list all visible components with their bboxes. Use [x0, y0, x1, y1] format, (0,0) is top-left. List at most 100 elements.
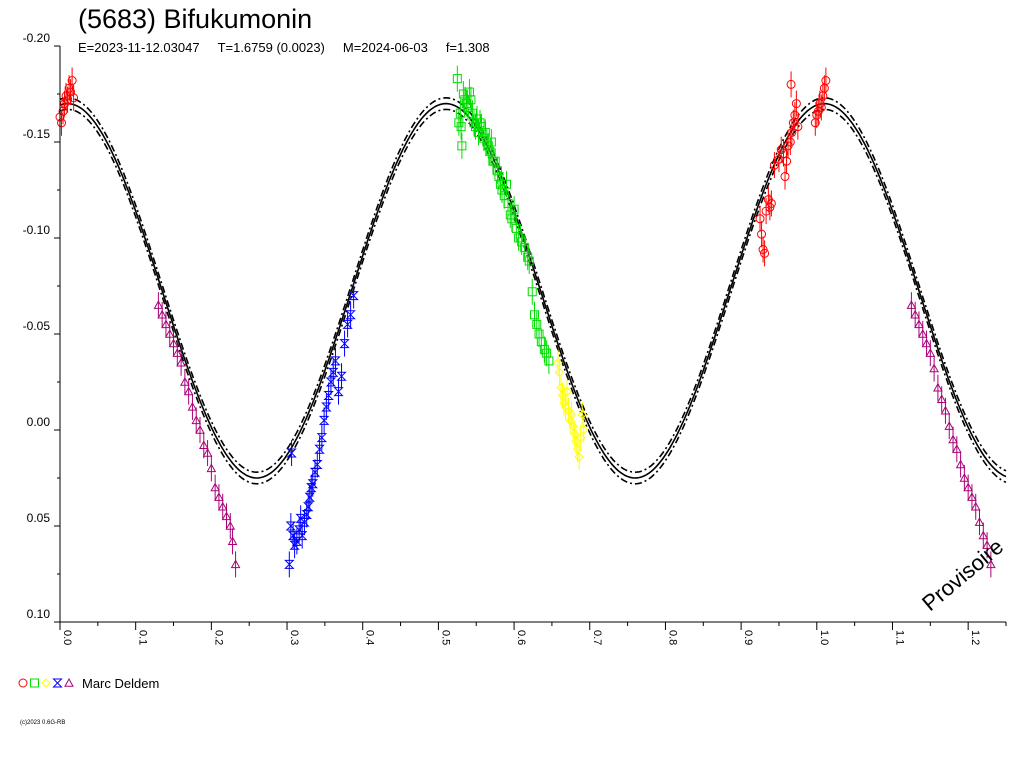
- fit-curve-upper: [59, 108, 1007, 485]
- data-point: [455, 108, 465, 118]
- data-point: [524, 256, 534, 266]
- data-point: [517, 237, 527, 247]
- data-point: [507, 214, 517, 224]
- data-point: [963, 482, 974, 492]
- data-point: [327, 367, 339, 377]
- data-point: [314, 444, 325, 454]
- data-point: [452, 74, 462, 84]
- data-point: [509, 204, 519, 214]
- data-point: [57, 118, 67, 128]
- data-point: [906, 300, 917, 309]
- data-point: [321, 402, 332, 412]
- data-point: [467, 108, 477, 118]
- data-point: [502, 179, 512, 189]
- data-point: [520, 243, 530, 253]
- data-point: [183, 386, 194, 396]
- y-tick-label: -0.10: [23, 223, 51, 237]
- data-point: [225, 520, 236, 530]
- data-point: [67, 76, 77, 86]
- x-tick-label: 0.7: [591, 630, 603, 645]
- data-point: [986, 559, 996, 569]
- data-point: [787, 127, 797, 137]
- x-tick-label: 0.0: [61, 630, 73, 645]
- y-tick-label: 0.10: [27, 607, 51, 621]
- data-point: [790, 110, 800, 120]
- data-point: [816, 102, 826, 112]
- data-point: [286, 448, 297, 458]
- data-point: [577, 409, 587, 420]
- data-point: [755, 214, 765, 224]
- data-point: [490, 156, 500, 166]
- data-point: [217, 501, 228, 511]
- data-point: [336, 371, 347, 381]
- data-point: [910, 309, 921, 319]
- data-point: [511, 223, 521, 233]
- data-point: [532, 319, 542, 329]
- data-point: [153, 300, 164, 309]
- watermark-text: Provisoire: [917, 534, 1008, 616]
- data-point: [940, 405, 951, 415]
- data-point: [933, 382, 943, 392]
- data-point: [348, 291, 359, 301]
- data-point: [936, 394, 947, 403]
- data-point: [982, 540, 992, 549]
- data-point: [330, 356, 341, 366]
- x-tick-label: 1.0: [818, 630, 830, 645]
- data-point: [312, 460, 323, 470]
- data-point: [307, 479, 318, 489]
- data-point: [574, 452, 584, 462]
- x-tick-label: 0.8: [666, 630, 678, 645]
- x-tick-label: 0.4: [364, 630, 376, 645]
- data-point: [527, 287, 537, 297]
- legend-observer: Marc Deldem: [82, 675, 160, 691]
- data-point: [760, 248, 770, 258]
- data-point: [18, 678, 28, 688]
- data-point: [497, 185, 507, 195]
- data-point: [176, 357, 186, 367]
- data-point: [782, 156, 792, 166]
- data-point: [323, 390, 334, 400]
- x-tick-label: 0.3: [288, 630, 300, 645]
- y-tick-label: 0.00: [27, 415, 51, 429]
- data-point: [318, 415, 330, 425]
- fit-curve-lower: [59, 96, 1007, 474]
- data-point: [157, 309, 168, 319]
- fit-curve: [59, 102, 1007, 479]
- data-point: [30, 678, 39, 688]
- data-point: [172, 348, 183, 357]
- data-point: [562, 386, 572, 397]
- data-point: [569, 429, 580, 439]
- data-point: [970, 501, 981, 511]
- data-point: [161, 319, 171, 329]
- data-point: [195, 424, 205, 434]
- data-point: [342, 319, 353, 329]
- x-tick-label: 0.9: [742, 630, 754, 645]
- data-point: [554, 367, 565, 378]
- data-point: [544, 356, 554, 366]
- data-point: [530, 310, 540, 320]
- period-label: T=1.6759 (0.0023): [217, 40, 325, 55]
- data-point: [974, 517, 985, 526]
- x-tick-label: 1.2: [969, 630, 981, 645]
- data-point: [765, 202, 775, 212]
- data-point: [780, 172, 790, 182]
- data-point: [325, 377, 337, 387]
- data-point: [333, 387, 344, 397]
- data-point: [284, 559, 295, 569]
- legend: Marc Deldem: [18, 674, 159, 692]
- data-point: [230, 559, 241, 569]
- data-point: [917, 328, 928, 338]
- data-point: [959, 472, 970, 482]
- epoch-label: E=2023-11-12.03047: [78, 40, 200, 55]
- data-point: [955, 459, 966, 469]
- data-point: [206, 463, 217, 473]
- data-point: [948, 434, 958, 444]
- data-point: [41, 678, 51, 688]
- data-point: [64, 677, 74, 687]
- data-point: [766, 198, 776, 208]
- data-point: [456, 122, 466, 132]
- data-point: [210, 482, 220, 492]
- data-point: [921, 338, 932, 348]
- chart-title: (5683) Bifukumonin: [78, 4, 313, 34]
- data-point: [474, 127, 484, 137]
